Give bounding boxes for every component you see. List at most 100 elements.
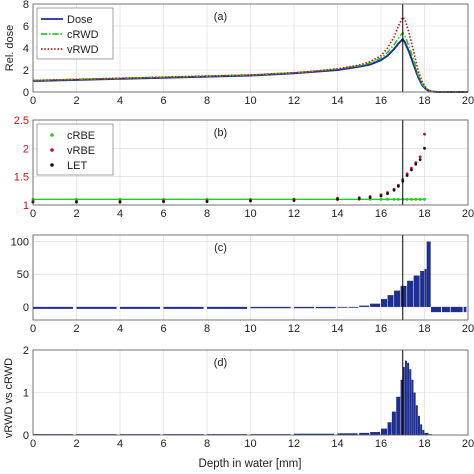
- panel-4-bar: [370, 432, 381, 435]
- panel-4-bar: [424, 432, 429, 435]
- panel-3-bar: [413, 275, 420, 307]
- panel-3-bar: [370, 303, 381, 307]
- panel-4-bar: [402, 367, 405, 435]
- panel-4-xtick-label: 4: [117, 438, 123, 450]
- shared-ylabel: vRWD vs cRWD: [3, 358, 15, 438]
- panel-4-xtick-label: 8: [204, 438, 210, 450]
- panel-2-point-vRBE: [418, 155, 422, 159]
- panel-1-ytick-label: 6: [23, 21, 29, 33]
- panel-2-point-cRBE: [414, 197, 418, 201]
- panel-2-point-LET: [418, 158, 422, 162]
- panel-2-legend-label-cRBE: cRBE: [67, 130, 95, 142]
- panel-2-point-LET: [336, 197, 339, 201]
- panel-4-bar: [163, 434, 204, 435]
- panel-2-point-cRBE: [379, 197, 383, 201]
- panel-4-bar: [120, 434, 161, 435]
- panel-1-xtick-label: 12: [288, 95, 300, 107]
- panel-2-point-LET: [405, 174, 409, 177]
- panel-1-ylabel: Rel. dose: [4, 25, 16, 71]
- panel-3-bar: [348, 306, 359, 308]
- panel-2-point-LET: [249, 199, 252, 203]
- panel-2-legend-swatch-vRBE: [50, 148, 54, 152]
- panel-2-point-LET: [397, 184, 400, 188]
- panel-2-point-cRBE: [418, 197, 422, 201]
- panel-4-xtick-label: 18: [418, 438, 430, 450]
- panel-3-bar: [315, 306, 336, 309]
- panel-4-xtick-label: 6: [160, 438, 166, 450]
- panel-3-xtick-label: 14: [331, 323, 343, 335]
- panel-1-xtick-label: 8: [204, 95, 210, 107]
- panel-4-bar: [409, 369, 412, 435]
- panel-2-point-LET: [118, 200, 122, 204]
- panel-2-xtick-label: 16: [375, 208, 387, 220]
- panel-4-bar: [413, 392, 416, 435]
- panel-3-xtick-label: 10: [244, 323, 256, 335]
- panel-3-bar: [450, 306, 463, 313]
- panel-1-xtick-label: 10: [244, 95, 256, 107]
- panel-1-ytick-label: 2: [23, 65, 29, 77]
- panel-3-bar: [424, 269, 427, 307]
- panel-2-xtick-label: 0: [30, 208, 36, 220]
- panel-3-bar: [337, 306, 348, 308]
- panel-2-xtick-label: 12: [288, 208, 300, 220]
- panel-2-point-cRBE: [405, 197, 409, 201]
- panel-1-ytick-label: 4: [23, 43, 29, 55]
- panel-1-xtick-label: 0: [30, 95, 36, 107]
- panel-2-ytick-label: 1.5: [14, 172, 29, 184]
- panel-3-bar: [441, 306, 450, 313]
- panel-2-legend: [36, 123, 114, 176]
- panel-3-xtick-label: 0: [30, 323, 36, 335]
- panel-3-xtick-label: 12: [288, 323, 300, 335]
- panel-2-legend-label-LET: LET: [67, 160, 87, 172]
- panel-2-point-cRBE: [410, 197, 413, 201]
- panel-3-bar: [400, 286, 407, 307]
- panel-2-point-LET: [162, 200, 165, 204]
- panel-4-bar: [422, 429, 425, 435]
- panel-2-xtick-label: 10: [244, 208, 256, 220]
- panel-1-xtick-label: 2: [73, 95, 79, 107]
- panel-1-xtick-label: 6: [160, 95, 166, 107]
- panel-4-bar: [391, 411, 396, 435]
- panel-3-xtick-label: 8: [204, 323, 210, 335]
- panel-2-point-LET: [368, 196, 372, 200]
- panel-3-bar: [250, 306, 291, 309]
- panel-4-bar: [387, 422, 392, 435]
- panel-2-axes-frame: [32, 119, 469, 206]
- panel-4-xtick-label: 12: [288, 438, 300, 450]
- panel-3-ytick-label: 50: [17, 269, 29, 281]
- panel-2-xtick-label: 8: [204, 208, 210, 220]
- panel-2-point-LET: [414, 162, 418, 166]
- panel-4-xtick-label: 16: [375, 438, 387, 450]
- panel-4-bar: [415, 405, 418, 435]
- panel-4-bar: [359, 432, 370, 435]
- panel-4-bar: [396, 396, 401, 435]
- panel-3-bar: [120, 306, 161, 309]
- panel-2-point-cRBE: [392, 197, 396, 201]
- panel-3-ytick-label: 0: [23, 302, 29, 314]
- panel-4-ytick-label: 1: [23, 388, 29, 400]
- panel-1-ytick-label: 8: [23, 0, 29, 11]
- panel-3-xtick-label: 6: [160, 323, 166, 335]
- panel-1-xtick-label: 20: [462, 95, 474, 107]
- panel-4-bar: [411, 379, 414, 435]
- panel-4-bar: [337, 433, 358, 435]
- panel-3-bar: [76, 306, 117, 309]
- panel-2-xtick-label: 20: [462, 208, 474, 220]
- panel-1-axes-frame: [32, 3, 469, 93]
- panel-4-bar: [420, 424, 423, 435]
- panel-1-series-cRWD: [32, 31, 468, 93]
- panel-4-bar: [33, 434, 74, 435]
- panel-2-xtick-label: 18: [418, 208, 430, 220]
- panel-4-xtick-label: 20: [462, 438, 474, 450]
- panel-3-xtick-label: 18: [418, 323, 430, 335]
- panel-3-bar: [381, 299, 388, 307]
- panel-2-point-cRBE: [423, 197, 426, 201]
- panel-4-bar: [76, 434, 117, 435]
- panel-4-xtick-label: 2: [73, 438, 79, 450]
- panel-4-ytick-label: 2: [23, 345, 29, 357]
- panel-3-bar: [163, 306, 204, 309]
- panel-4-xtick-label: 10: [244, 438, 256, 450]
- panel-2-point-LET: [410, 168, 413, 172]
- panel-4-ytick-label: 0: [23, 430, 29, 442]
